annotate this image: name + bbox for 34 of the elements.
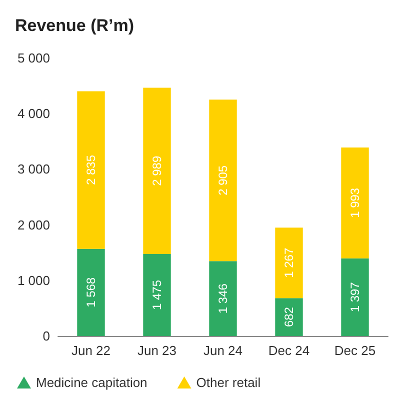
bar [143, 88, 171, 254]
bar [143, 254, 171, 336]
bar [209, 100, 237, 262]
y-tick-label: 4 000 [17, 106, 50, 122]
bar [341, 258, 369, 336]
x-tick-label: Dec 25 [334, 343, 376, 358]
data-label: 2 835 [84, 154, 98, 186]
bar [341, 148, 369, 258]
x-tick-label: Jun 23 [137, 343, 177, 358]
y-tick-label: 0 [42, 328, 50, 344]
x-tick-label: Jun 22 [71, 343, 111, 358]
y-tick-label: 1 000 [17, 272, 50, 288]
data-label: 1 267 [282, 248, 296, 278]
data-label: 682 [282, 306, 296, 328]
bar [275, 298, 303, 336]
bar [77, 91, 105, 249]
legend-label: Medicine capitation [36, 375, 148, 390]
bar [209, 261, 237, 336]
x-tick-label: Dec 24 [268, 343, 310, 358]
x-tick-label: Jun 24 [203, 343, 243, 358]
data-label: 1 475 [150, 280, 164, 310]
bar [275, 228, 303, 298]
y-tick-label: 2 000 [17, 217, 50, 232]
legend-label: Other retail [196, 375, 261, 390]
data-label: 1 397 [348, 282, 362, 312]
data-label: 1 346 [216, 283, 230, 314]
bar [77, 248, 105, 336]
y-tick-label: 3 000 [17, 162, 50, 177]
y-tick-label: 5 000 [17, 50, 50, 66]
chart-title: Revenue (R’m) [15, 16, 134, 35]
data-label: 2 989 [150, 156, 164, 186]
data-label: 1 993 [348, 188, 362, 218]
data-label: 1 568 [84, 277, 98, 308]
data-label: 2 905 [216, 165, 230, 196]
